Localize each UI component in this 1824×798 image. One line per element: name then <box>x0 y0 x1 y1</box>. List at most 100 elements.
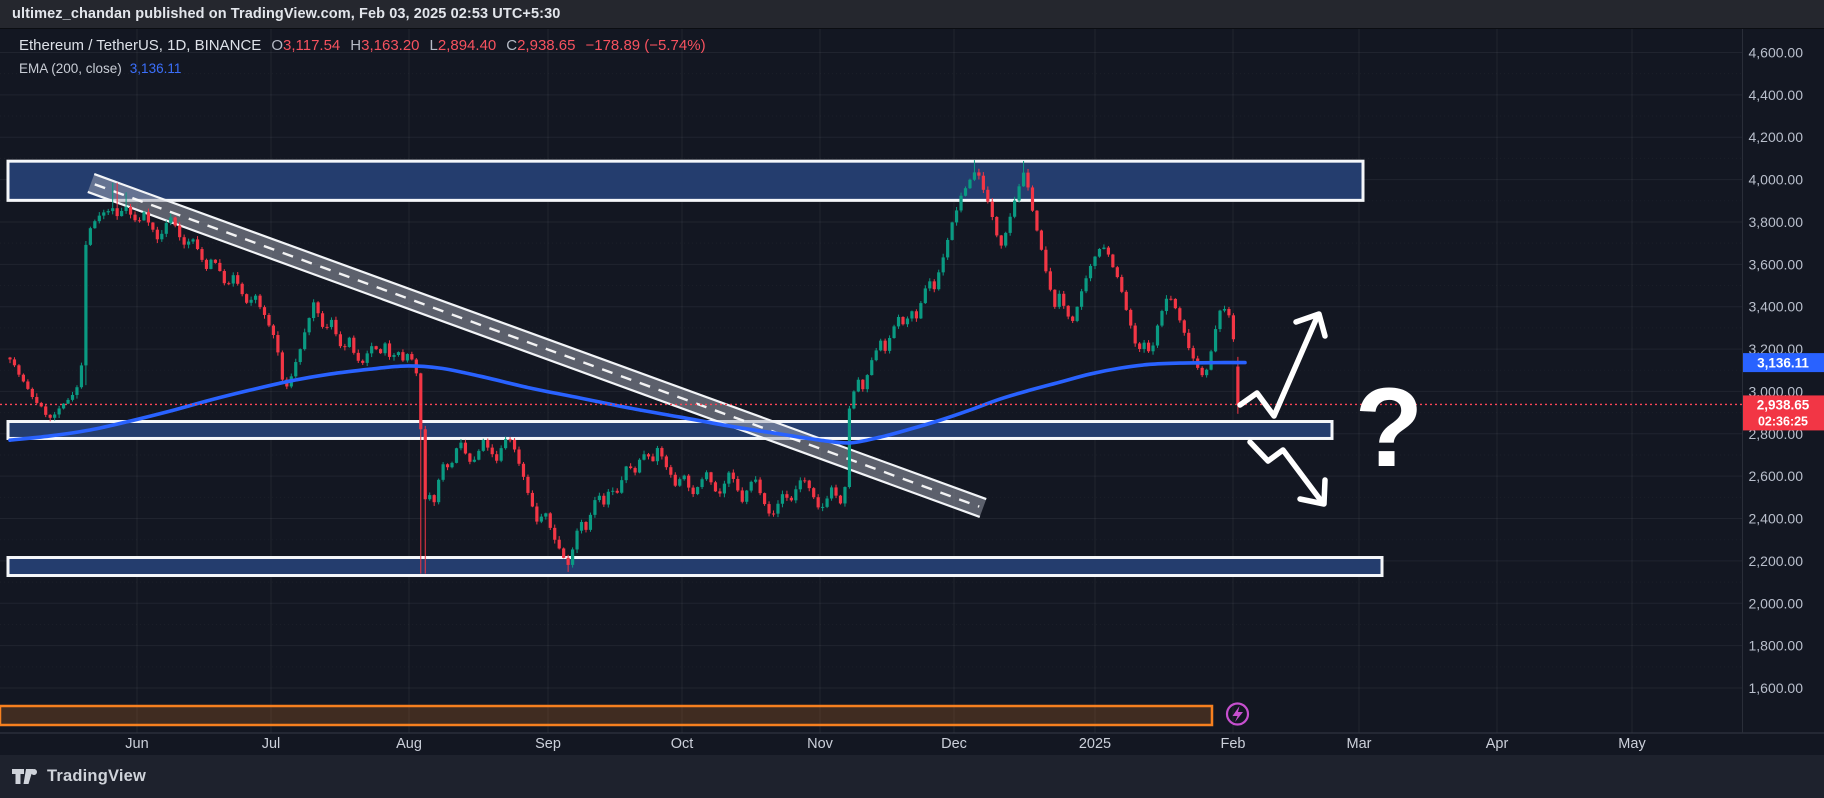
symbol-ohlc-row[interactable]: Ethereum / TetherUS, 1D, BINANCE O3,117.5… <box>19 38 706 53</box>
tradingview-logo-icon[interactable] <box>12 768 39 785</box>
candle <box>93 221 97 229</box>
time-tick-label-dec[interactable]: Dec <box>941 736 967 752</box>
time-tick-label-jul[interactable]: Jul <box>262 736 281 752</box>
price-tick-label[interactable]: 2,200.00 <box>1749 553 1804 569</box>
candle <box>356 352 360 361</box>
tradingview-brand-text[interactable]: TradingView <box>47 767 147 785</box>
candle <box>852 391 856 409</box>
candle <box>838 495 843 504</box>
price-tick-label[interactable]: 3,600.00 <box>1749 256 1804 272</box>
candle <box>111 208 115 212</box>
low-value: 2,894.40 <box>437 37 497 54</box>
candle <box>1115 267 1119 278</box>
candle <box>892 326 896 339</box>
candle <box>84 244 88 366</box>
high-label: H <box>350 37 362 54</box>
candle <box>347 337 351 347</box>
ema-axis-tag <box>1743 353 1824 373</box>
candle <box>213 259 217 263</box>
price-zone-resistance-4000[interactable] <box>6 159 1365 202</box>
candle <box>151 222 155 230</box>
time-tick-label-sep[interactable]: Sep <box>535 736 561 752</box>
price-tick-label[interactable]: 1,600.00 <box>1749 680 1804 696</box>
candle <box>236 275 240 284</box>
candle <box>53 414 57 418</box>
candle <box>950 222 954 240</box>
trendline-road[interactable] <box>87 173 987 518</box>
price-tick-label[interactable]: 4,200.00 <box>1749 129 1804 145</box>
candle <box>512 439 517 450</box>
candle <box>178 225 182 238</box>
candle <box>954 210 959 223</box>
time-tick-label-aug[interactable]: Aug <box>396 736 422 752</box>
publish-info-text: ultimez_chandan published on TradingView… <box>12 6 561 22</box>
candle <box>61 403 66 409</box>
candle <box>1160 311 1164 326</box>
price-tick-label[interactable]: 1,800.00 <box>1749 638 1804 654</box>
candle <box>664 456 668 468</box>
candle <box>365 353 369 363</box>
price-tick-label[interactable]: 3,200.00 <box>1749 341 1804 357</box>
candle <box>776 503 780 514</box>
time-tick-label-jun[interactable]: Jun <box>125 736 148 752</box>
price-zone-support-2800[interactable] <box>6 420 1334 440</box>
candle <box>271 325 276 336</box>
question-mark-annotation[interactable]: ? <box>1355 365 1423 490</box>
candle <box>963 188 968 196</box>
candle <box>816 497 820 508</box>
candle <box>173 217 177 226</box>
candle <box>1209 351 1213 370</box>
candle <box>1097 248 1102 257</box>
price-tick-label[interactable]: 4,400.00 <box>1749 87 1804 103</box>
candle <box>883 340 887 351</box>
price-tick-label[interactable]: 4,600.00 <box>1749 45 1804 61</box>
candle <box>986 189 990 202</box>
candle <box>1227 308 1231 316</box>
price-tick-label[interactable]: 2,600.00 <box>1749 468 1804 484</box>
time-tick-label-may[interactable]: May <box>1618 736 1646 752</box>
candle <box>602 495 606 505</box>
candle <box>245 294 249 303</box>
candle <box>88 228 92 245</box>
candle <box>1088 265 1093 279</box>
candle <box>736 478 740 491</box>
candle <box>320 313 325 327</box>
candle <box>709 472 713 483</box>
price-tick-label[interactable]: 3,400.00 <box>1749 299 1804 315</box>
candle <box>669 467 673 475</box>
price-tick-label[interactable]: 2,000.00 <box>1749 595 1804 611</box>
candle <box>981 175 985 190</box>
candle <box>258 295 262 308</box>
time-tick-label-mar[interactable]: Mar <box>1347 736 1372 752</box>
candle <box>870 360 874 376</box>
candle <box>396 352 401 356</box>
time-tick-label-feb[interactable]: Feb <box>1221 736 1246 752</box>
candle <box>1057 293 1061 307</box>
orange-band[interactable] <box>0 706 1212 725</box>
price-tick-label[interactable]: 4,000.00 <box>1749 172 1804 188</box>
ema-indicator-row[interactable]: EMA (200, close) 3,136.11 <box>19 62 706 76</box>
candle <box>1013 200 1017 217</box>
lightning-circle-icon[interactable] <box>1225 702 1250 726</box>
time-tick-label-apr[interactable]: Apr <box>1486 736 1509 752</box>
candle <box>410 354 414 360</box>
candle <box>361 360 365 363</box>
ema-200-line[interactable] <box>8 360 1247 445</box>
price-tick-label[interactable]: 2,400.00 <box>1749 511 1804 527</box>
candle <box>722 483 726 494</box>
time-tick-label-2025[interactable]: 2025 <box>1079 736 1111 752</box>
price-zone-support-2200[interactable] <box>6 556 1384 578</box>
candle <box>794 489 798 501</box>
candle <box>780 494 785 504</box>
candle <box>548 513 552 528</box>
time-tick-label-oct[interactable]: Oct <box>671 736 694 752</box>
candle <box>829 487 834 499</box>
candle <box>200 249 204 260</box>
candle <box>803 480 807 482</box>
scenario-up-arrow[interactable] <box>1237 312 1321 419</box>
scenario-down-arrow[interactable] <box>1247 439 1325 505</box>
time-tick-label-nov[interactable]: Nov <box>807 736 834 752</box>
footer-bar: TradingView <box>0 755 1824 798</box>
price-tick-label[interactable]: 3,800.00 <box>1749 214 1804 230</box>
